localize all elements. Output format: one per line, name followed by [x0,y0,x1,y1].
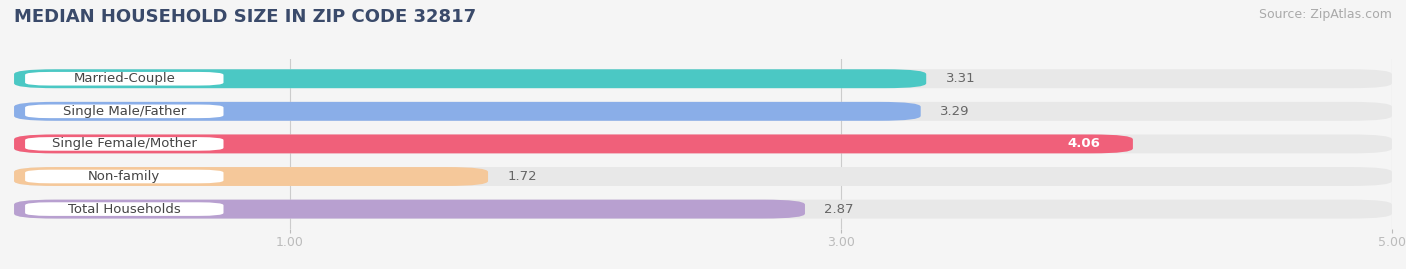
Text: 2.87: 2.87 [824,203,853,215]
FancyBboxPatch shape [14,134,1392,153]
FancyBboxPatch shape [25,137,224,151]
FancyBboxPatch shape [14,102,1392,121]
FancyBboxPatch shape [14,200,1392,218]
Text: Married-Couple: Married-Couple [73,72,176,85]
Text: 4.06: 4.06 [1067,137,1099,150]
FancyBboxPatch shape [14,69,927,88]
Text: MEDIAN HOUSEHOLD SIZE IN ZIP CODE 32817: MEDIAN HOUSEHOLD SIZE IN ZIP CODE 32817 [14,8,477,26]
Text: 3.31: 3.31 [945,72,976,85]
FancyBboxPatch shape [14,134,1133,153]
FancyBboxPatch shape [14,102,921,121]
FancyBboxPatch shape [25,170,224,183]
FancyBboxPatch shape [25,202,224,216]
Text: Total Households: Total Households [67,203,180,215]
Text: Single Female/Mother: Single Female/Mother [52,137,197,150]
FancyBboxPatch shape [25,72,224,86]
Text: Source: ZipAtlas.com: Source: ZipAtlas.com [1258,8,1392,21]
Text: Non-family: Non-family [89,170,160,183]
FancyBboxPatch shape [14,167,488,186]
Text: 1.72: 1.72 [508,170,537,183]
FancyBboxPatch shape [14,167,1392,186]
FancyBboxPatch shape [14,69,1392,88]
FancyBboxPatch shape [25,105,224,118]
Text: 3.29: 3.29 [941,105,970,118]
Text: Single Male/Father: Single Male/Father [63,105,186,118]
FancyBboxPatch shape [14,200,806,218]
